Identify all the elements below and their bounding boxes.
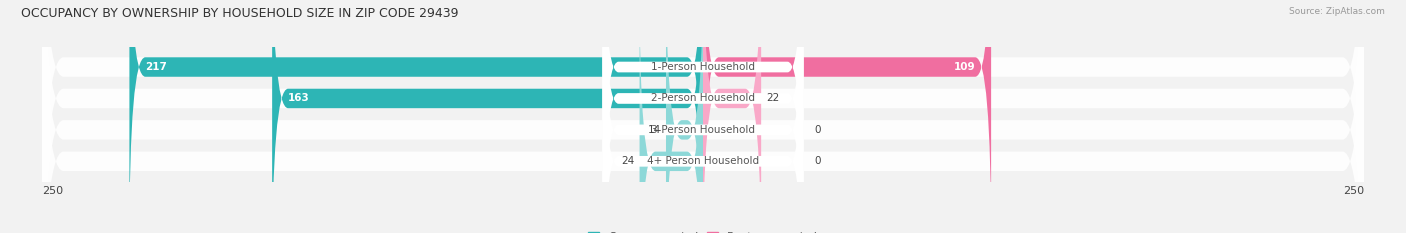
FancyBboxPatch shape bbox=[42, 0, 1364, 233]
FancyBboxPatch shape bbox=[703, 0, 761, 233]
FancyBboxPatch shape bbox=[703, 0, 991, 233]
Text: 163: 163 bbox=[288, 93, 309, 103]
Text: 4+ Person Household: 4+ Person Household bbox=[647, 156, 759, 166]
Text: 1-Person Household: 1-Person Household bbox=[651, 62, 755, 72]
FancyBboxPatch shape bbox=[640, 0, 703, 233]
Text: 2-Person Household: 2-Person Household bbox=[651, 93, 755, 103]
FancyBboxPatch shape bbox=[603, 0, 803, 233]
FancyBboxPatch shape bbox=[42, 0, 1364, 233]
Text: 250: 250 bbox=[42, 185, 63, 195]
Text: 217: 217 bbox=[145, 62, 167, 72]
Text: 24: 24 bbox=[621, 156, 634, 166]
FancyBboxPatch shape bbox=[666, 0, 703, 233]
FancyBboxPatch shape bbox=[42, 0, 1364, 233]
FancyBboxPatch shape bbox=[273, 0, 703, 233]
Text: 0: 0 bbox=[814, 125, 821, 135]
Legend: Owner-occupied, Renter-occupied: Owner-occupied, Renter-occupied bbox=[583, 227, 823, 233]
Text: 3-Person Household: 3-Person Household bbox=[651, 125, 755, 135]
FancyBboxPatch shape bbox=[42, 0, 1364, 233]
Text: 250: 250 bbox=[1343, 185, 1364, 195]
FancyBboxPatch shape bbox=[603, 0, 803, 233]
FancyBboxPatch shape bbox=[603, 0, 803, 233]
Text: OCCUPANCY BY OWNERSHIP BY HOUSEHOLD SIZE IN ZIP CODE 29439: OCCUPANCY BY OWNERSHIP BY HOUSEHOLD SIZE… bbox=[21, 7, 458, 20]
Text: 22: 22 bbox=[766, 93, 780, 103]
Text: Source: ZipAtlas.com: Source: ZipAtlas.com bbox=[1289, 7, 1385, 16]
FancyBboxPatch shape bbox=[129, 0, 703, 233]
FancyBboxPatch shape bbox=[603, 0, 803, 233]
Text: 14: 14 bbox=[647, 125, 661, 135]
Text: 0: 0 bbox=[814, 156, 821, 166]
Text: 109: 109 bbox=[953, 62, 976, 72]
